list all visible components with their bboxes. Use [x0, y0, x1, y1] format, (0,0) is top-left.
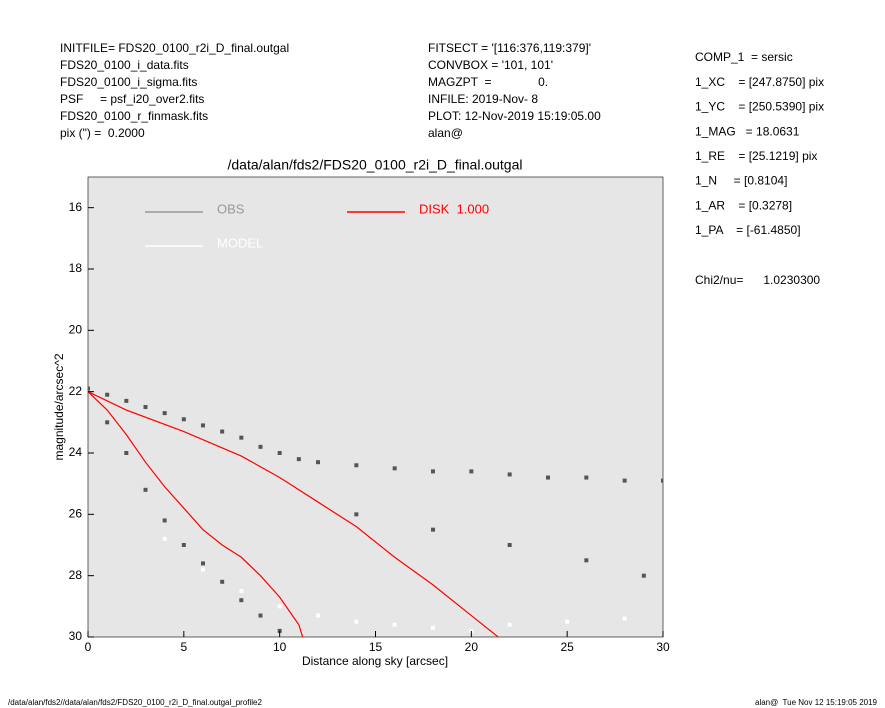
data-point	[546, 475, 550, 480]
fit-parameter: 1_AR = [0.3278]	[695, 198, 792, 212]
y-tick-label: 16	[69, 200, 83, 214]
data-point	[392, 622, 397, 627]
fit-parameter: 1_RE = [25.1219] pix	[695, 149, 817, 163]
data-point	[584, 475, 589, 480]
legend-label: DISK 1.000	[419, 201, 489, 216]
data-point	[661, 478, 663, 483]
data-point	[584, 558, 589, 563]
data-point	[507, 543, 512, 547]
data-point	[296, 457, 301, 462]
header-left-line: FDS20_0100_r_finmask.fits	[60, 109, 208, 123]
data-point	[201, 561, 205, 566]
header-left-line: FDS20_0100_i_data.fits	[60, 58, 189, 72]
data-point	[162, 411, 167, 416]
data-point	[258, 444, 263, 449]
data-point	[201, 423, 205, 428]
legend-label: OBS	[217, 201, 245, 216]
data-point	[431, 625, 435, 630]
footer-left: /data/alan/fds2//data/alan/fds2/FDS20_01…	[8, 698, 263, 707]
data-point	[162, 536, 167, 541]
x-tick-label: 15	[369, 640, 383, 654]
y-tick-label: 20	[69, 323, 83, 337]
data-point	[277, 604, 282, 609]
data-point	[316, 460, 320, 465]
x-axis-label: Distance along sky [arcsec]	[302, 654, 448, 668]
header-middle-line: MAGZPT = 0.	[428, 75, 548, 89]
y-axis-label: magnitude/arcsec^2	[52, 353, 66, 460]
data-point	[105, 392, 110, 397]
data-point	[354, 512, 359, 517]
y-tick-label: 28	[69, 568, 83, 582]
plot-area	[87, 176, 664, 638]
data-point	[239, 598, 244, 603]
data-point	[622, 478, 627, 483]
fit-parameter: 1_PA = [-61.4850]	[695, 223, 801, 237]
fit-parameter: 1_N = [0.8104]	[695, 174, 787, 188]
data-point	[239, 435, 244, 440]
header-middle-line: FITSECT = '[116:376,119:379]'	[428, 41, 591, 55]
data-point	[88, 386, 90, 391]
data-point	[354, 619, 359, 624]
legend-label: MODEL	[217, 235, 263, 250]
data-point	[316, 613, 320, 618]
data-point	[392, 466, 397, 471]
y-tick-label: 26	[69, 507, 83, 521]
chart-title: /data/alan/fds2/FDS20_0100_r2i_D_final.o…	[228, 157, 523, 173]
data-point	[143, 405, 148, 409]
footer-right: alan@ Tue Nov 12 15:19:05 2019	[755, 698, 878, 707]
data-point	[431, 527, 435, 532]
data-point	[641, 573, 646, 578]
y-tick-label: 24	[69, 445, 83, 459]
header-left-line: INITFILE= FDS20_0100_r2i_D_final.outgal	[60, 41, 289, 55]
header-middle-line: PLOT: 12-Nov-2019 15:19:05.00	[428, 109, 601, 123]
data-point	[277, 628, 282, 633]
x-tick-label: 20	[465, 640, 479, 654]
fit-parameter: 1_XC = [247.8750] pix	[695, 75, 824, 89]
chi-square: Chi2/nu= 1.0230300	[695, 273, 820, 287]
x-tick-label: 5	[180, 640, 187, 654]
data-point	[220, 579, 225, 584]
data-point	[220, 429, 225, 434]
data-point	[565, 619, 570, 624]
header-left-line: FDS20_0100_i_sigma.fits	[60, 75, 197, 89]
model-line	[88, 391, 499, 637]
data-point	[354, 463, 359, 468]
data-point	[507, 622, 512, 627]
y-tick-label: 18	[69, 261, 83, 275]
header-left-line: pix (") = 0.2000	[60, 126, 145, 140]
data-point	[258, 613, 263, 618]
data-point	[162, 518, 167, 523]
data-point	[201, 567, 205, 572]
header-left-line: PSF = psf_i20_over2.fits	[60, 92, 204, 106]
fit-parameter: 1_MAG = 18.0631	[695, 124, 800, 138]
plot-marks	[88, 386, 663, 637]
y-tick-label: 30	[69, 629, 83, 643]
fit-parameter: 1_YC = [250.5390] pix	[695, 100, 824, 114]
fit-parameter: COMP_1 = sersic	[695, 50, 793, 64]
data-point	[124, 398, 129, 403]
header-middle-line: alan@	[428, 126, 463, 140]
data-point	[277, 451, 282, 455]
x-tick-label: 25	[560, 640, 574, 654]
data-point	[181, 417, 186, 422]
data-point	[124, 451, 129, 455]
data-point	[105, 420, 110, 425]
data-point	[507, 472, 512, 477]
x-tick-label: 10	[273, 640, 287, 654]
header-middle-line: CONVBOX = '101, 101'	[428, 58, 553, 72]
data-point	[143, 487, 148, 492]
data-point	[431, 469, 435, 474]
data-point	[469, 628, 474, 633]
data-point	[239, 589, 244, 593]
x-tick-label: 0	[85, 640, 92, 654]
data-point	[181, 543, 186, 547]
x-tick-label: 30	[656, 640, 670, 654]
data-point	[622, 616, 627, 621]
header-middle-line: INFILE: 2019-Nov- 8	[428, 92, 538, 106]
y-tick-label: 22	[69, 384, 83, 398]
data-point	[469, 469, 474, 474]
